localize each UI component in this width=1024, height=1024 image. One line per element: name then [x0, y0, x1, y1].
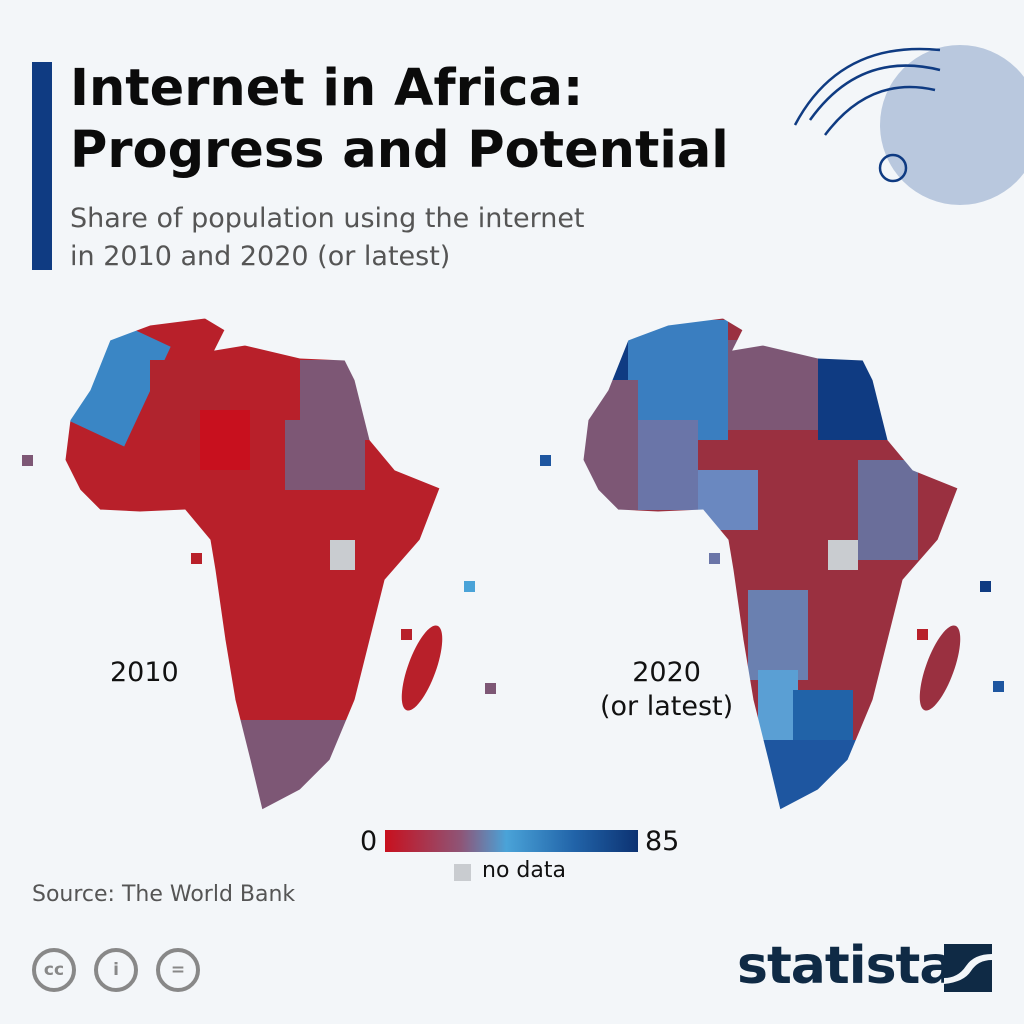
by-icon[interactable]: i	[94, 948, 138, 992]
page-title: Internet in Africa: Progress and Potentia…	[70, 59, 729, 180]
nd-icon[interactable]: =	[156, 948, 200, 992]
title-accent-bar	[32, 62, 52, 270]
map-label-2020: 2020 (or latest)	[600, 657, 734, 722]
cc-icon[interactable]: cc	[32, 948, 76, 992]
island-marker	[485, 683, 496, 694]
island-marker	[464, 581, 475, 592]
statista-logo-icon	[944, 944, 992, 992]
legend-max: 85	[645, 826, 680, 857]
source-text: Source: The World Bank	[32, 882, 296, 907]
no-data-swatch	[454, 864, 471, 881]
island-marker	[980, 581, 991, 592]
legend-min: 0	[360, 826, 378, 857]
island-marker	[22, 455, 33, 466]
island-marker	[917, 629, 928, 640]
wifi-decoration-icon	[793, 45, 1024, 205]
legend-gradient	[385, 830, 638, 852]
island-marker	[993, 681, 1004, 692]
maps	[22, 317, 1004, 811]
island-marker	[709, 553, 720, 564]
statista-logo[interactable]: statista	[737, 936, 954, 996]
no-data-label: no data	[482, 858, 566, 883]
map-2010	[22, 317, 496, 811]
island-marker	[540, 455, 551, 466]
map-label-2010: 2010	[110, 657, 179, 688]
island-marker	[191, 553, 202, 564]
island-marker	[401, 629, 412, 640]
subtitle: Share of population using the internet in…	[70, 203, 585, 272]
map-2020	[540, 317, 1004, 811]
